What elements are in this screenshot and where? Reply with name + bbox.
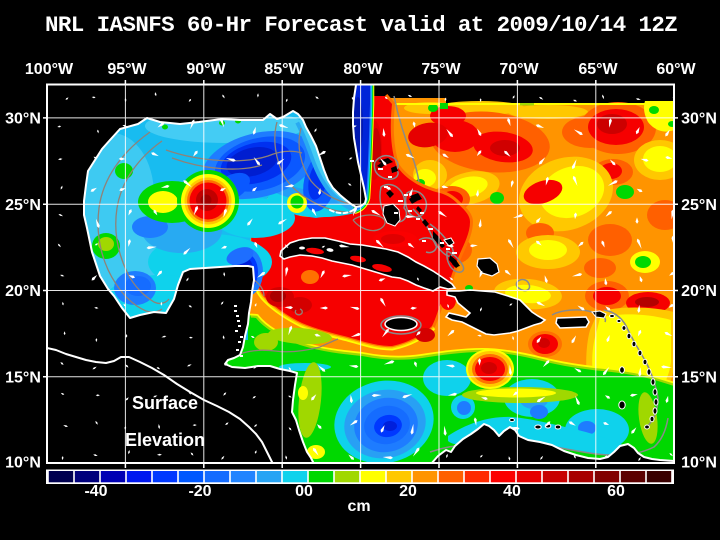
svg-text:15°N: 15°N — [681, 369, 717, 386]
svg-text:10°N: 10°N — [5, 455, 41, 472]
svg-text:25°N: 25°N — [681, 197, 717, 214]
svg-text:NRL IASNFS 60-Hr Forecast val: NRL IASNFS 60-Hr Forecast valid at 2009/… — [45, 12, 677, 38]
svg-text:60: 60 — [607, 483, 625, 500]
svg-text:100°W: 100°W — [25, 61, 74, 78]
svg-text:cm: cm — [347, 498, 370, 515]
svg-text:30°N: 30°N — [681, 111, 717, 128]
svg-text:30°N: 30°N — [5, 111, 41, 128]
svg-text:20°N: 20°N — [5, 283, 41, 300]
svg-text:15°N: 15°N — [5, 369, 41, 386]
svg-text:80°W: 80°W — [343, 61, 383, 78]
svg-text:20°N: 20°N — [681, 283, 717, 300]
svg-text:-40: -40 — [84, 483, 107, 500]
svg-text:65°W: 65°W — [578, 61, 618, 78]
svg-text:90°W: 90°W — [186, 61, 226, 78]
svg-text:25°N: 25°N — [5, 197, 41, 214]
svg-text:00: 00 — [295, 483, 313, 500]
svg-text:75°W: 75°W — [421, 61, 461, 78]
svg-text:Elevation: Elevation — [125, 430, 205, 450]
svg-text:20: 20 — [399, 483, 417, 500]
svg-text:95°W: 95°W — [107, 61, 147, 78]
svg-text:10°N: 10°N — [681, 455, 717, 472]
svg-text:Surface: Surface — [132, 393, 198, 413]
svg-text:60°W: 60°W — [656, 61, 696, 78]
svg-text:-20: -20 — [188, 483, 211, 500]
svg-text:70°W: 70°W — [499, 61, 539, 78]
svg-text:85°W: 85°W — [264, 61, 304, 78]
svg-text:40: 40 — [503, 483, 521, 500]
